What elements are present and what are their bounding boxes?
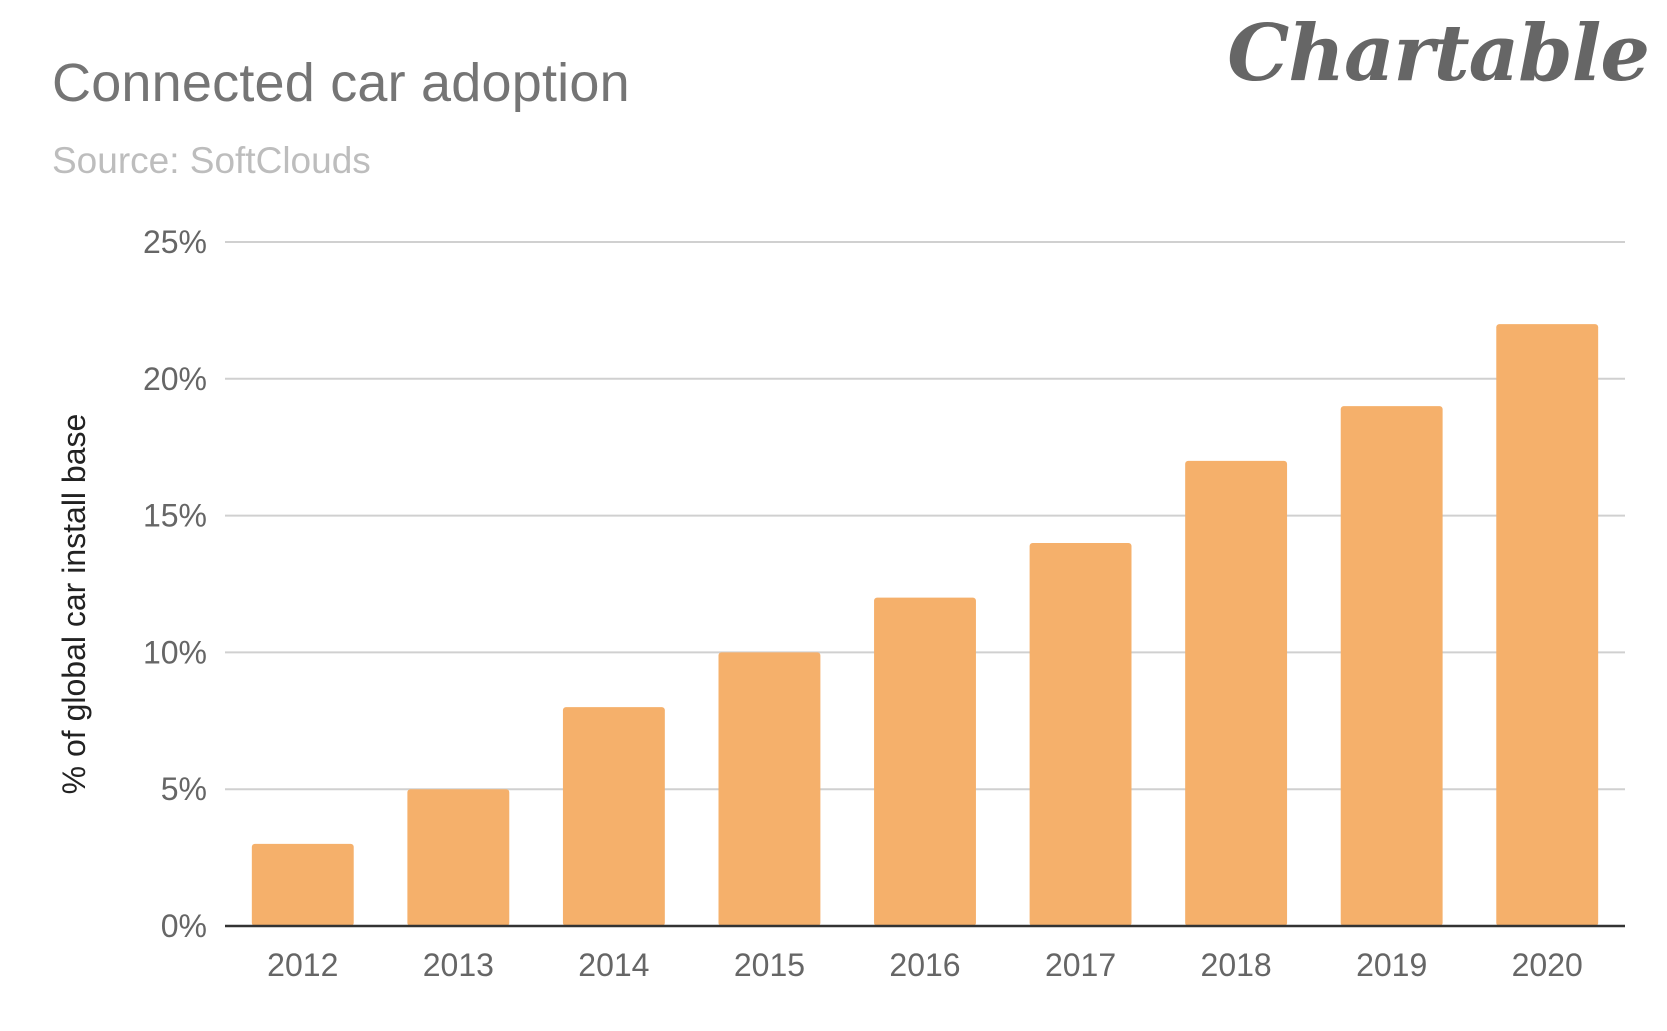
bar-2014 bbox=[562, 707, 665, 926]
bar-2017 bbox=[1029, 542, 1132, 926]
y-tick-label: 15% bbox=[143, 498, 207, 534]
chart-subtitle: Source: SoftClouds bbox=[52, 140, 371, 181]
bar-2016 bbox=[874, 597, 976, 926]
x-tick-label: 2013 bbox=[423, 947, 494, 983]
bars bbox=[251, 324, 1599, 927]
x-tick-label: 2016 bbox=[889, 947, 960, 983]
y-axis-title: % of global car install base bbox=[56, 414, 92, 795]
brand-logo: Chartable bbox=[1227, 8, 1650, 99]
x-tick-label: 2017 bbox=[1045, 947, 1116, 983]
x-tick-label: 2018 bbox=[1201, 947, 1272, 983]
x-tick-label: 2014 bbox=[578, 947, 649, 983]
y-tick-label: 0% bbox=[161, 908, 207, 944]
y-tick-label: 10% bbox=[143, 634, 207, 670]
bar-2018 bbox=[1185, 460, 1288, 926]
bar-2013 bbox=[407, 789, 510, 926]
bar-2019 bbox=[1340, 406, 1443, 926]
chart-title: Connected car adoption bbox=[52, 53, 630, 113]
bar-2015 bbox=[718, 652, 821, 926]
x-tick-label: 2012 bbox=[267, 947, 338, 983]
bar-2020 bbox=[1496, 324, 1599, 927]
bar-2012 bbox=[251, 843, 354, 926]
x-tick-label: 2019 bbox=[1356, 947, 1427, 983]
x-tick-label: 2015 bbox=[734, 947, 805, 983]
y-tick-label: 25% bbox=[143, 224, 207, 260]
axes: 0% 5% 10% 15% 20% 25% 2012 2013 2014 2015 2016 2017… bbox=[143, 224, 1625, 983]
y-tick-label: 20% bbox=[143, 361, 207, 397]
x-tick-label: 2020 bbox=[1512, 947, 1583, 983]
y-tick-label: 5% bbox=[161, 771, 207, 807]
